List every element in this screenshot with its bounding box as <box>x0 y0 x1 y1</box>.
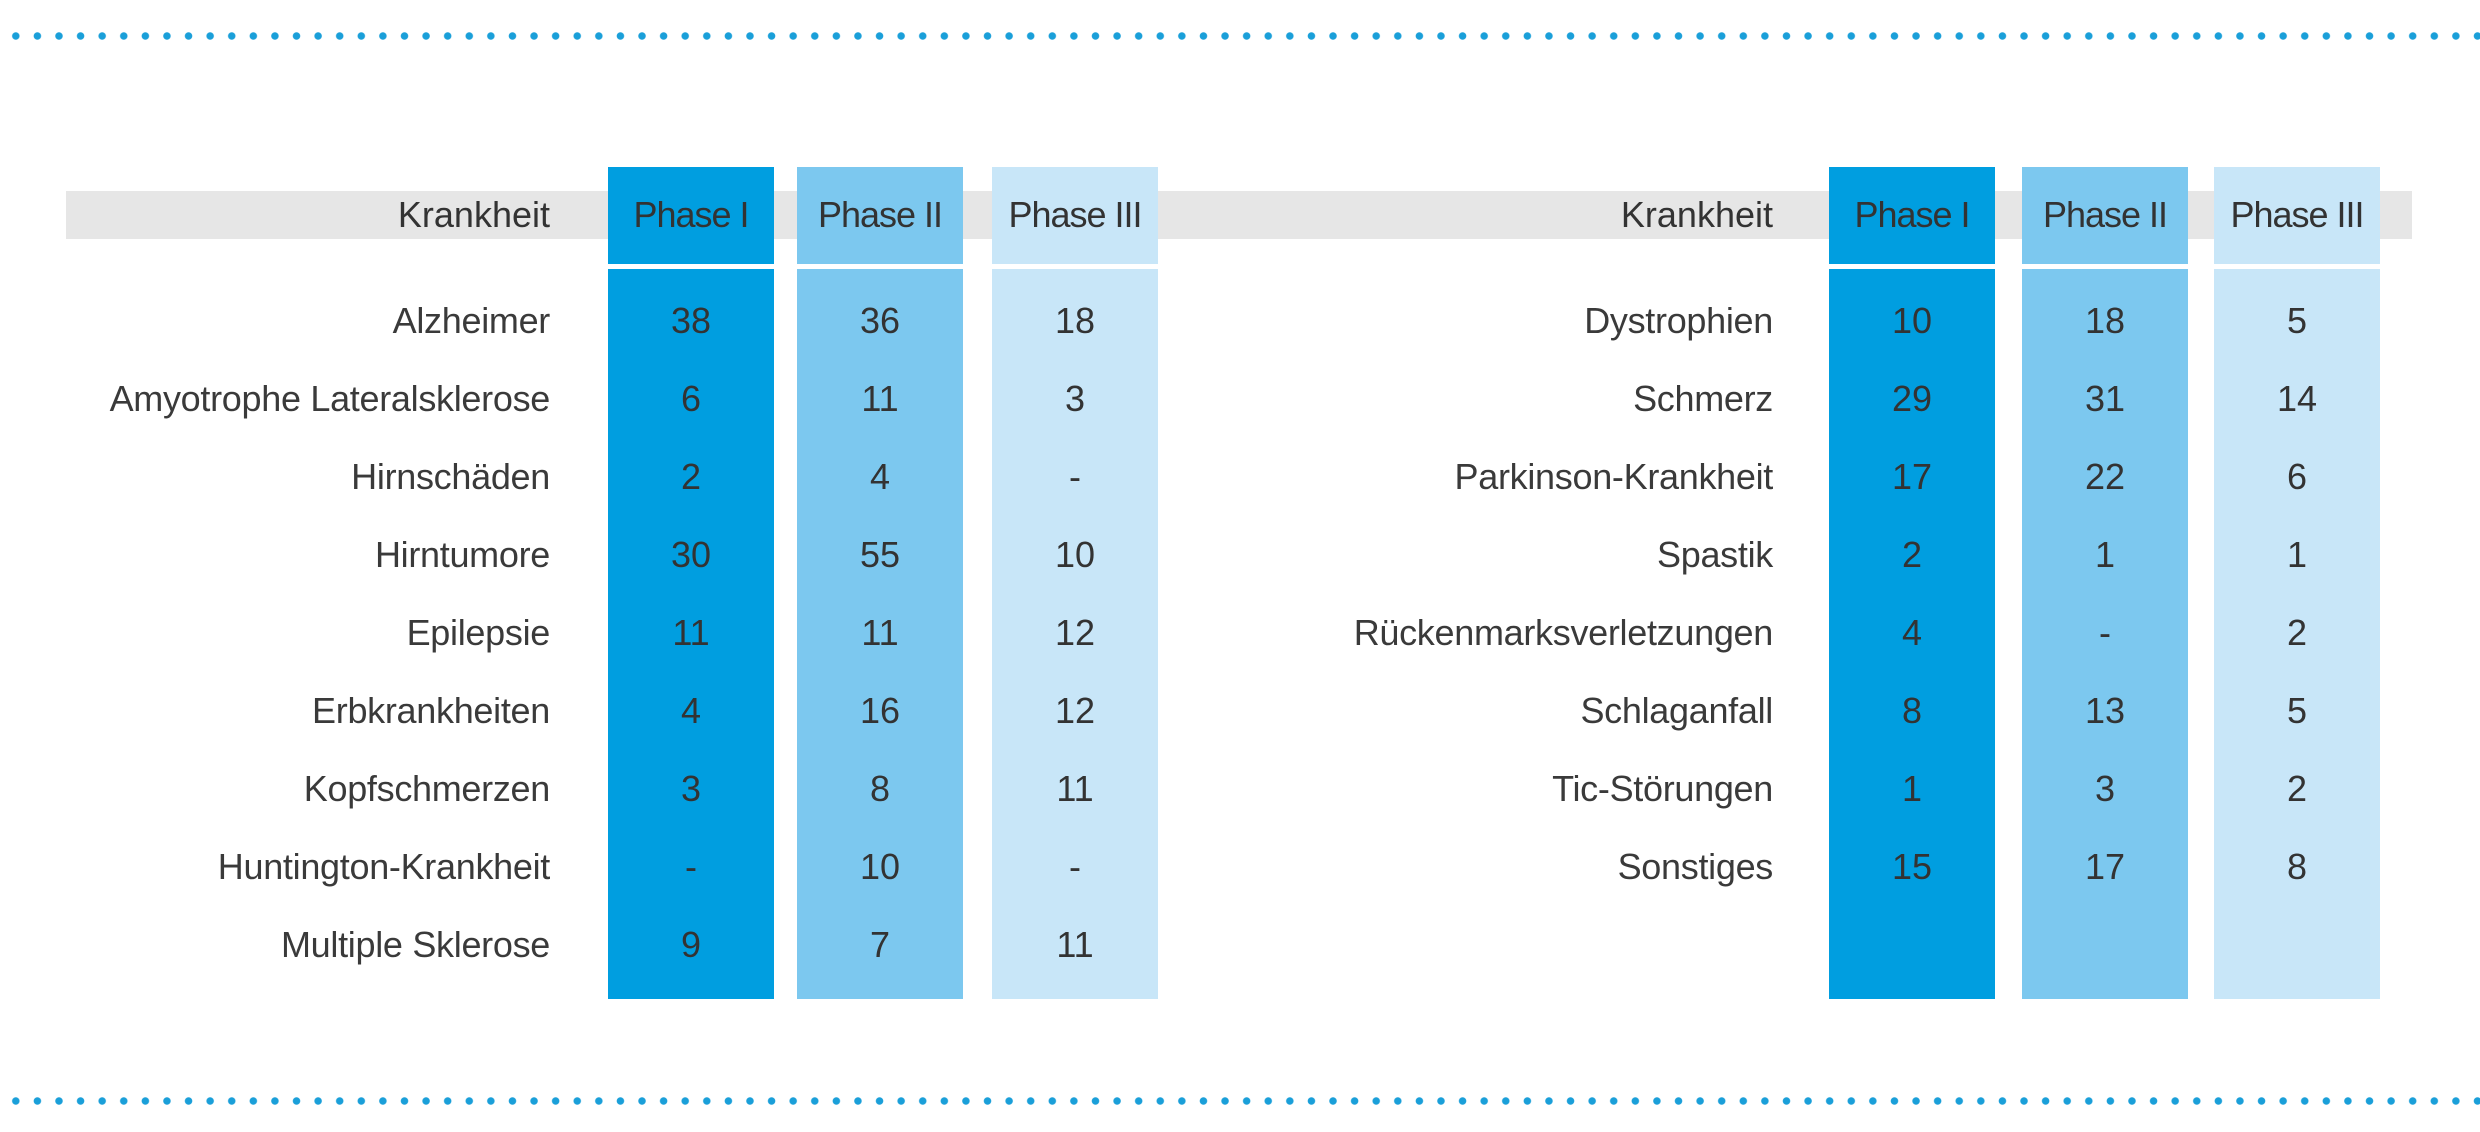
row-label: Sonstiges <box>1617 846 1774 887</box>
cell-phase-2: 4 <box>869 456 891 497</box>
cell-phase-1: 9 <box>680 924 702 965</box>
top-dotted-rule <box>0 31 2480 41</box>
row-label: Huntington-Krankheit <box>217 846 551 887</box>
cell-phase-1: 15 <box>1891 846 1933 887</box>
row-label: Schlaganfall <box>1580 690 1773 731</box>
cell-phase-3: 11 <box>1056 768 1094 809</box>
cell-phase-1: 38 <box>670 300 712 341</box>
cell-phase-3: - <box>1069 456 1081 497</box>
header-krankheit: Krankheit <box>1620 194 1773 235</box>
cell-phase-3: 8 <box>2286 846 2308 887</box>
header-phase-1: Phase I <box>633 194 749 235</box>
cell-phase-3: 2 <box>2286 768 2308 809</box>
cell-phase-2: 1 <box>2094 534 2116 575</box>
row-label: Hirnschäden <box>351 456 550 497</box>
cell-phase-3: 5 <box>2286 300 2308 341</box>
phase-column-1 <box>608 167 774 999</box>
cell-phase-1: 2 <box>1901 534 1923 575</box>
header-phase-3: Phase III <box>1008 194 1142 235</box>
cell-phase-1: 30 <box>670 534 712 575</box>
cell-phase-1: 10 <box>1891 300 1933 341</box>
cell-phase-3: 18 <box>1054 300 1096 341</box>
cell-phase-2: 22 <box>2084 456 2126 497</box>
cell-phase-2: 3 <box>2094 768 2116 809</box>
cell-phase-3: 14 <box>2276 378 2318 419</box>
cell-phase-1: 3 <box>680 768 702 809</box>
header-phase-2: Phase II <box>817 194 943 235</box>
cell-phase-2: 13 <box>2084 690 2126 731</box>
row-label: Dystrophien <box>1584 300 1773 341</box>
cell-phase-2: 11 <box>861 378 899 419</box>
header-krankheit: Krankheit <box>397 194 550 235</box>
cell-phase-3: 10 <box>1054 534 1096 575</box>
cell-phase-1: 8 <box>1901 690 1923 731</box>
cell-phase-2: 55 <box>859 534 901 575</box>
cell-phase-3: 11 <box>1056 924 1094 965</box>
cell-phase-2: 16 <box>859 690 901 731</box>
cell-phase-2: 7 <box>869 924 891 965</box>
cell-phase-2: 31 <box>2084 378 2126 419</box>
header-phase-3: Phase III <box>2230 194 2364 235</box>
row-label: Erbkrankheiten <box>312 690 550 731</box>
cell-phase-2: 8 <box>869 768 891 809</box>
row-label: Multiple Sklerose <box>280 924 550 965</box>
cell-phase-2: 11 <box>861 612 899 653</box>
row-label: Alzheimer <box>392 300 551 341</box>
cell-phase-1: 11 <box>672 612 710 653</box>
cell-phase-3: - <box>1069 846 1081 887</box>
phase-column-2 <box>797 167 963 999</box>
cell-phase-1: 2 <box>680 456 702 497</box>
row-label: Tic-Störungen <box>1552 768 1773 809</box>
row-label: Schmerz <box>1633 378 1773 419</box>
cell-phase-2: 36 <box>859 300 901 341</box>
row-label: Rückenmarksverletzungen <box>1353 612 1774 653</box>
row-label: Hirntumore <box>374 534 550 575</box>
header-phase-2: Phase II <box>2042 194 2168 235</box>
row-label: Kopfschmerzen <box>303 768 551 809</box>
cell-phase-1: 4 <box>1901 612 1923 653</box>
cell-phase-3: 12 <box>1054 612 1096 653</box>
cell-phase-2: 10 <box>859 846 901 887</box>
cell-phase-1: 1 <box>1901 768 1923 809</box>
phase-column-2 <box>2022 167 2188 999</box>
cell-phase-1: - <box>685 846 697 887</box>
cell-phase-2: 18 <box>2084 300 2126 341</box>
row-label: Spastik <box>1657 534 1773 575</box>
cell-phase-3: 3 <box>1064 378 1086 419</box>
cell-phase-1: 29 <box>1891 378 1933 419</box>
cell-phase-1: 17 <box>1891 456 1933 497</box>
header-phase-1: Phase I <box>1854 194 1970 235</box>
cell-phase-3: 1 <box>2286 534 2308 575</box>
phase-column-3 <box>992 167 1158 999</box>
row-label: Amyotrophe Lateralsklerose <box>109 378 551 419</box>
phase-column-1 <box>1829 167 1995 999</box>
cell-phase-3: 2 <box>2286 612 2308 653</box>
cell-phase-2: 17 <box>2084 846 2126 887</box>
header-band <box>1160 191 2412 239</box>
phase-column-3 <box>2214 167 2380 999</box>
cell-phase-1: 6 <box>680 378 702 419</box>
cell-phase-3: 6 <box>2286 456 2308 497</box>
cell-phase-3: 5 <box>2286 690 2308 731</box>
cell-phase-2: - <box>2099 612 2111 653</box>
cell-phase-3: 12 <box>1054 690 1096 731</box>
cell-phase-1: 4 <box>680 690 702 731</box>
row-label: Parkinson-Krankheit <box>1454 456 1774 497</box>
row-label: Epilepsie <box>406 612 551 653</box>
bottom-dotted-rule <box>0 1096 2480 1106</box>
